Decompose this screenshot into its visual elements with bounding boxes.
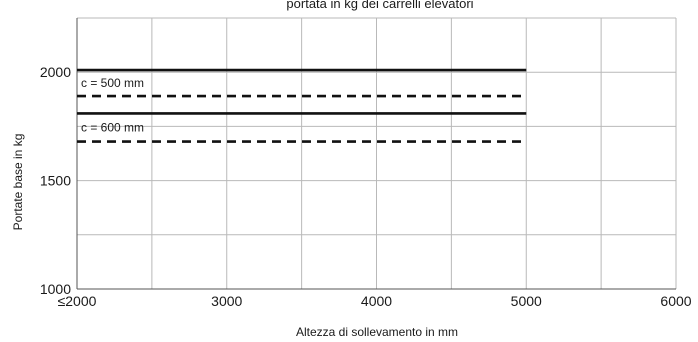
- y-axis-label: Portate base in kg: [11, 134, 25, 231]
- x-tick-label: 6000: [660, 293, 691, 309]
- x-ticks: ≤2000 3000 4000 5000 6000: [58, 293, 692, 309]
- x-tick-label: 3000: [211, 293, 242, 309]
- annotation-2: c = 600 mm: [81, 120, 144, 134]
- annotation-1: c = 500 mm: [81, 76, 144, 90]
- y-tick-label: 1500: [40, 173, 71, 189]
- x-tick-label: 4000: [361, 293, 392, 309]
- x-tick-label: ≤2000: [58, 293, 97, 309]
- grid: [76, 17, 677, 290]
- annotations: c = 500 mm c = 600 mm: [81, 76, 144, 134]
- chart-title: portata in kg dei carrelli elevatori: [286, 0, 473, 11]
- series-lines: [77, 68, 527, 143]
- x-tick-label: 5000: [511, 293, 542, 309]
- y-tick-label: 2000: [40, 64, 71, 80]
- y-ticks: 1000 1500 2000: [40, 64, 71, 297]
- y-tick-label: 1000: [40, 281, 71, 297]
- x-axis-label: Altezza di sollevamento in mm: [296, 325, 458, 339]
